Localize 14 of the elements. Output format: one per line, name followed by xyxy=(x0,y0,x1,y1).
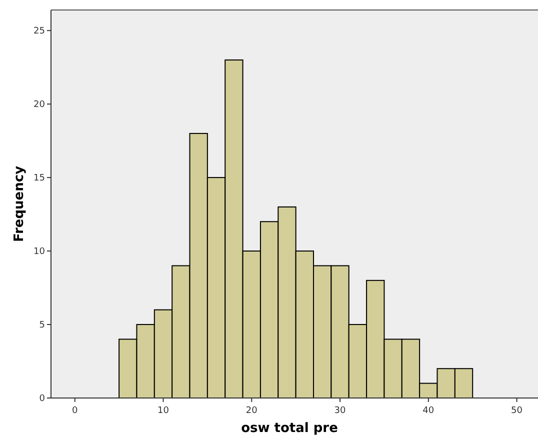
y-tick-label: 10 xyxy=(34,247,46,258)
x-tick-label: 30 xyxy=(334,406,346,416)
y-tick-label: 20 xyxy=(34,100,46,110)
x-axis-title: osw total pre xyxy=(241,421,338,436)
y-tick-label: 0 xyxy=(39,394,46,404)
x-tick-label: 40 xyxy=(422,406,434,416)
y-tick-label: 15 xyxy=(34,174,45,184)
x-tick-label: 10 xyxy=(158,406,170,416)
y-tick-label: 5 xyxy=(39,320,45,331)
x-tick-label: 50 xyxy=(511,406,523,416)
y-axis-title: Frequency xyxy=(12,165,27,242)
x-tick-label: 0 xyxy=(72,406,78,416)
y-tick-label: 25 xyxy=(34,26,45,37)
x-tick-label: 20 xyxy=(246,406,258,416)
